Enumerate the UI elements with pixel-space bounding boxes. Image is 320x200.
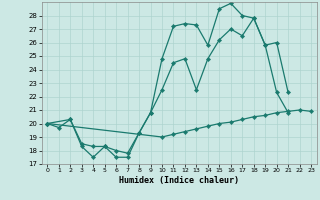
X-axis label: Humidex (Indice chaleur): Humidex (Indice chaleur) [119, 176, 239, 185]
